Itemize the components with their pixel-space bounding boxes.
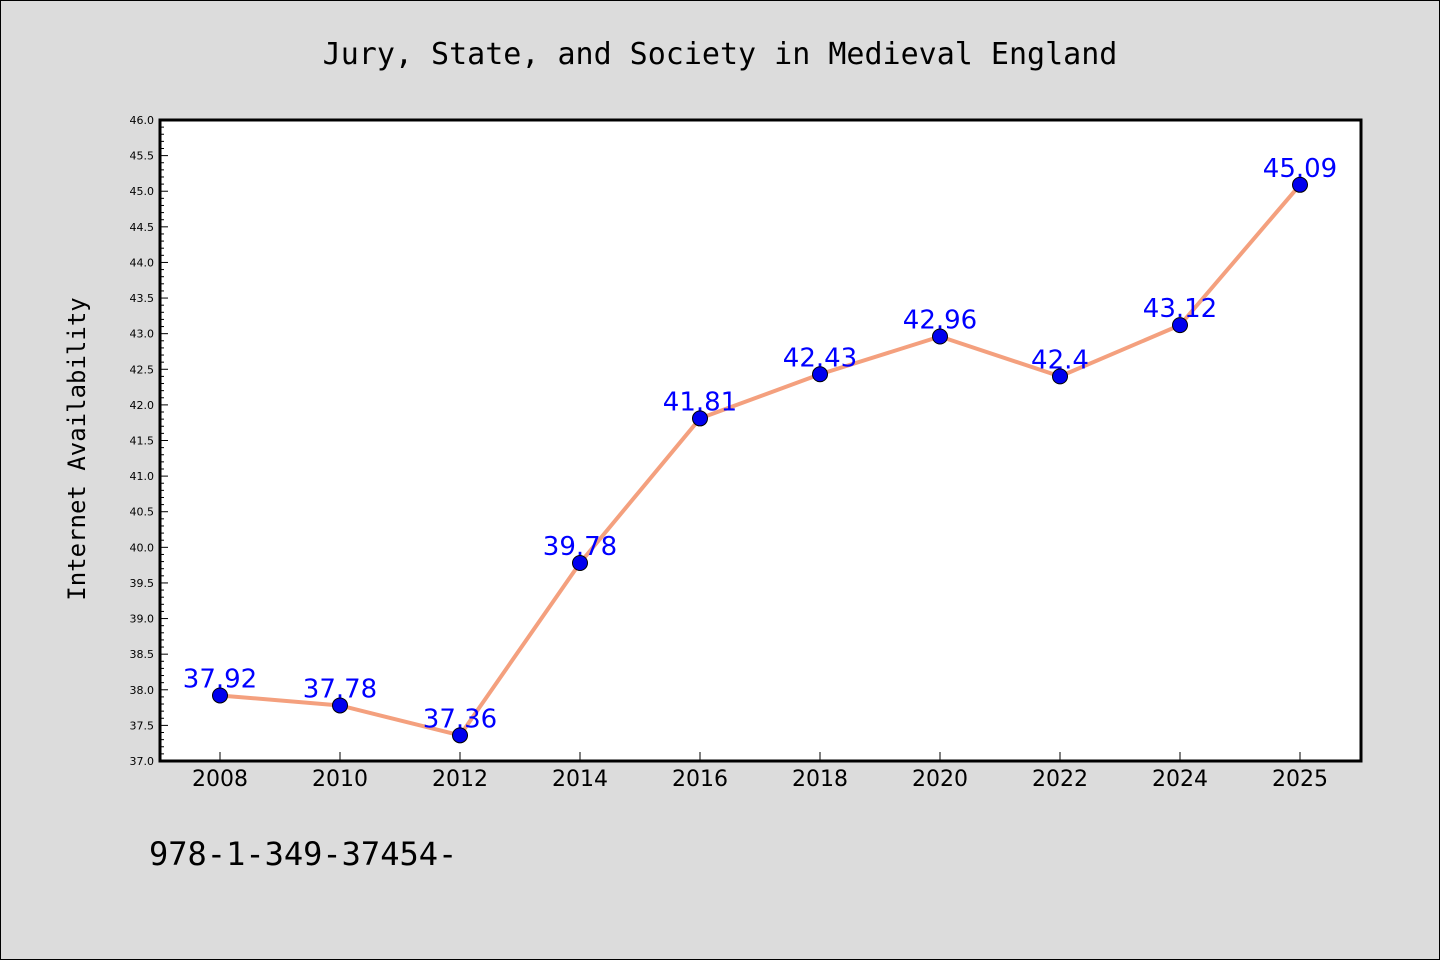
y-tick-label: 42.0 (130, 399, 155, 412)
footer-code: 978-1-349-37454- (149, 835, 457, 873)
data-point (812, 366, 828, 383)
data-labels: 37.92 37.78 37.36 39.78 41.81 42.43 42.96 42.4 4… (183, 154, 1337, 735)
y-tick-label: 45.0 (130, 185, 155, 198)
y-tick-label: 37.0 (130, 755, 155, 768)
data-point (452, 727, 468, 744)
y-tick-label: 42.5 (130, 363, 155, 376)
x-tick-label: 2014 (552, 767, 608, 792)
y-tick-label: 39.0 (130, 613, 155, 626)
data-label: 41.81 (663, 387, 737, 417)
y-tick-label: 41.0 (130, 470, 155, 483)
x-tick-label: 2012 (432, 767, 488, 792)
y-tick-label: 44.5 (130, 221, 155, 234)
y-tick-label: 38.0 (130, 684, 155, 697)
data-point (1172, 317, 1188, 334)
data-point (1292, 176, 1308, 193)
x-tick-label: 2010 (312, 767, 368, 792)
series-line (219, 183, 1302, 738)
y-tick-label: 41.5 (130, 435, 155, 448)
data-point (932, 328, 948, 345)
data-label: 42.96 (903, 306, 977, 336)
y-tick-label: 43.0 (130, 328, 155, 341)
data-point (1052, 368, 1068, 385)
data-label: 37.36 (423, 704, 497, 734)
y-tick-label: 43.5 (130, 292, 155, 305)
y-tick-label: 45.5 (130, 150, 155, 163)
y-tick-label: 40.5 (130, 506, 155, 519)
data-point (572, 555, 588, 572)
y-axis-label: Internet Availability (63, 297, 91, 600)
y-tick-label: 37.5 (130, 719, 155, 732)
data-label: 42.4 (1031, 345, 1089, 375)
data-label: 45.09 (1263, 154, 1337, 184)
data-label: 43.12 (1143, 294, 1217, 324)
data-point (212, 687, 228, 704)
data-label: 39.78 (543, 532, 617, 562)
data-label: 42.43 (783, 343, 857, 373)
y-tick-label: 40.0 (130, 541, 155, 554)
plot-area (158, 118, 1363, 763)
data-point (692, 410, 708, 427)
x-tick-label: 2016 (672, 767, 728, 792)
x-tick-label: 2018 (792, 767, 848, 792)
data-point (332, 697, 348, 714)
x-tick-label: 2025 (1272, 767, 1328, 792)
y-tick-label: 46.0 (130, 114, 155, 127)
data-label: 37.92 (183, 664, 257, 694)
y-tick-label: 44.0 (130, 256, 155, 269)
x-tick-label: 2020 (912, 767, 968, 792)
series-group (212, 176, 1308, 744)
x-tick-label: 2008 (192, 767, 248, 792)
y-axis-ticks: 37.0 37.5 38.0 38.5 39.0 39.5 40.0 40.5 41.0 41.5… (130, 114, 168, 768)
y-tick-label: 38.5 (130, 648, 155, 661)
data-label: 37.78 (303, 674, 377, 704)
x-tick-label: 2022 (1032, 767, 1088, 792)
x-tick-label: 2024 (1152, 767, 1208, 792)
chart-title: Jury, State, and Society in Medieval Eng… (323, 37, 1118, 72)
x-axis-ticks: 2008 2010 2012 2014 2016 2018 2020 2022 2024 2025 (192, 752, 1328, 792)
y-tick-label: 39.5 (130, 577, 155, 590)
